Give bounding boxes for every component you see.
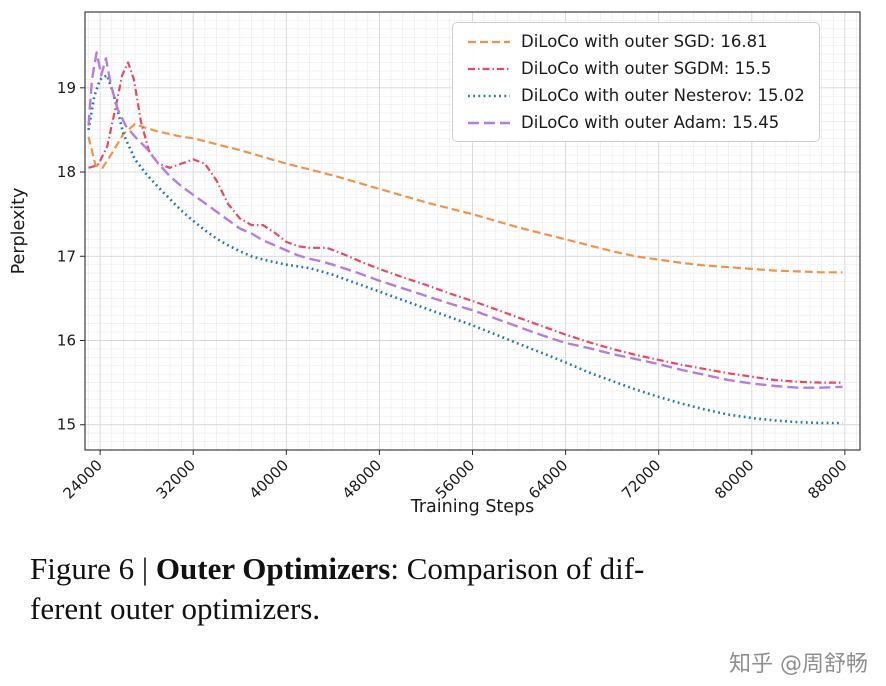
legend-item-adam: DiLoCo with outer Adam: 15.45 bbox=[467, 113, 805, 132]
legend: DiLoCo with outer SGD: 16.81 DiLoCo with … bbox=[452, 22, 820, 142]
figure-6-chart: 24000 32000 40000 48000 56000 64000 72000 80000… bbox=[9, 11, 861, 517]
x-tick-label: 88000 bbox=[804, 456, 850, 502]
y-axis-label: Perplexity bbox=[9, 188, 29, 275]
y-tick-label: 18 bbox=[57, 163, 76, 181]
x-tick-label: 80000 bbox=[711, 456, 757, 502]
legend-label: DiLoCo with outer Nesterov: 15.02 bbox=[521, 86, 805, 105]
legend-line-sample bbox=[468, 121, 510, 124]
series-line-nesterov bbox=[87, 73, 843, 425]
x-tick-label: 64000 bbox=[525, 456, 571, 502]
caption-text-line1: : Comparison of dif- bbox=[390, 551, 645, 586]
y-tick-label: 15 bbox=[57, 416, 76, 434]
legend-item-sgd: DiLoCo with outer SGD: 16.81 bbox=[467, 32, 805, 51]
x-tick-label: 24000 bbox=[59, 456, 105, 502]
x-tick-label: 56000 bbox=[432, 456, 478, 502]
series-line-adam bbox=[87, 51, 843, 389]
legend-item-sgdm: DiLoCo with outer SGDM: 15.5 bbox=[467, 59, 805, 78]
x-tick-label: 40000 bbox=[246, 456, 292, 502]
x-tick-label: 72000 bbox=[618, 456, 664, 502]
figure-label: Figure 6 | bbox=[30, 551, 156, 586]
figure-caption: Figure 6 | Outer Optimizers: Comparison … bbox=[30, 549, 862, 630]
caption-bold: Outer Optimizers bbox=[155, 551, 391, 586]
legend-item-nesterov: DiLoCo with outer Nesterov: 15.02 bbox=[467, 86, 805, 105]
y-tick-label: 16 bbox=[57, 332, 76, 350]
legend-label: DiLoCo with outer SGDM: 15.5 bbox=[521, 59, 772, 78]
caption-text-line2: ferent outer optimizers. bbox=[30, 591, 321, 627]
legend-line-sample bbox=[468, 40, 510, 43]
x-axis-label: Training Steps bbox=[410, 497, 535, 517]
y-tick-label: 17 bbox=[57, 247, 76, 265]
legend-line-sample bbox=[468, 67, 510, 70]
legend-label: DiLoCo with outer SGD: 16.81 bbox=[521, 32, 768, 51]
series-line-sgd bbox=[87, 122, 843, 274]
x-tick-label: 48000 bbox=[339, 456, 385, 502]
legend-label: DiLoCo with outer Adam: 15.45 bbox=[521, 113, 780, 132]
x-tick-label: 32000 bbox=[153, 456, 199, 502]
watermark-zhihu: 知乎 @周舒畅 bbox=[729, 652, 868, 677]
legend-line-sample bbox=[468, 94, 510, 97]
y-tick-label: 19 bbox=[57, 79, 76, 97]
